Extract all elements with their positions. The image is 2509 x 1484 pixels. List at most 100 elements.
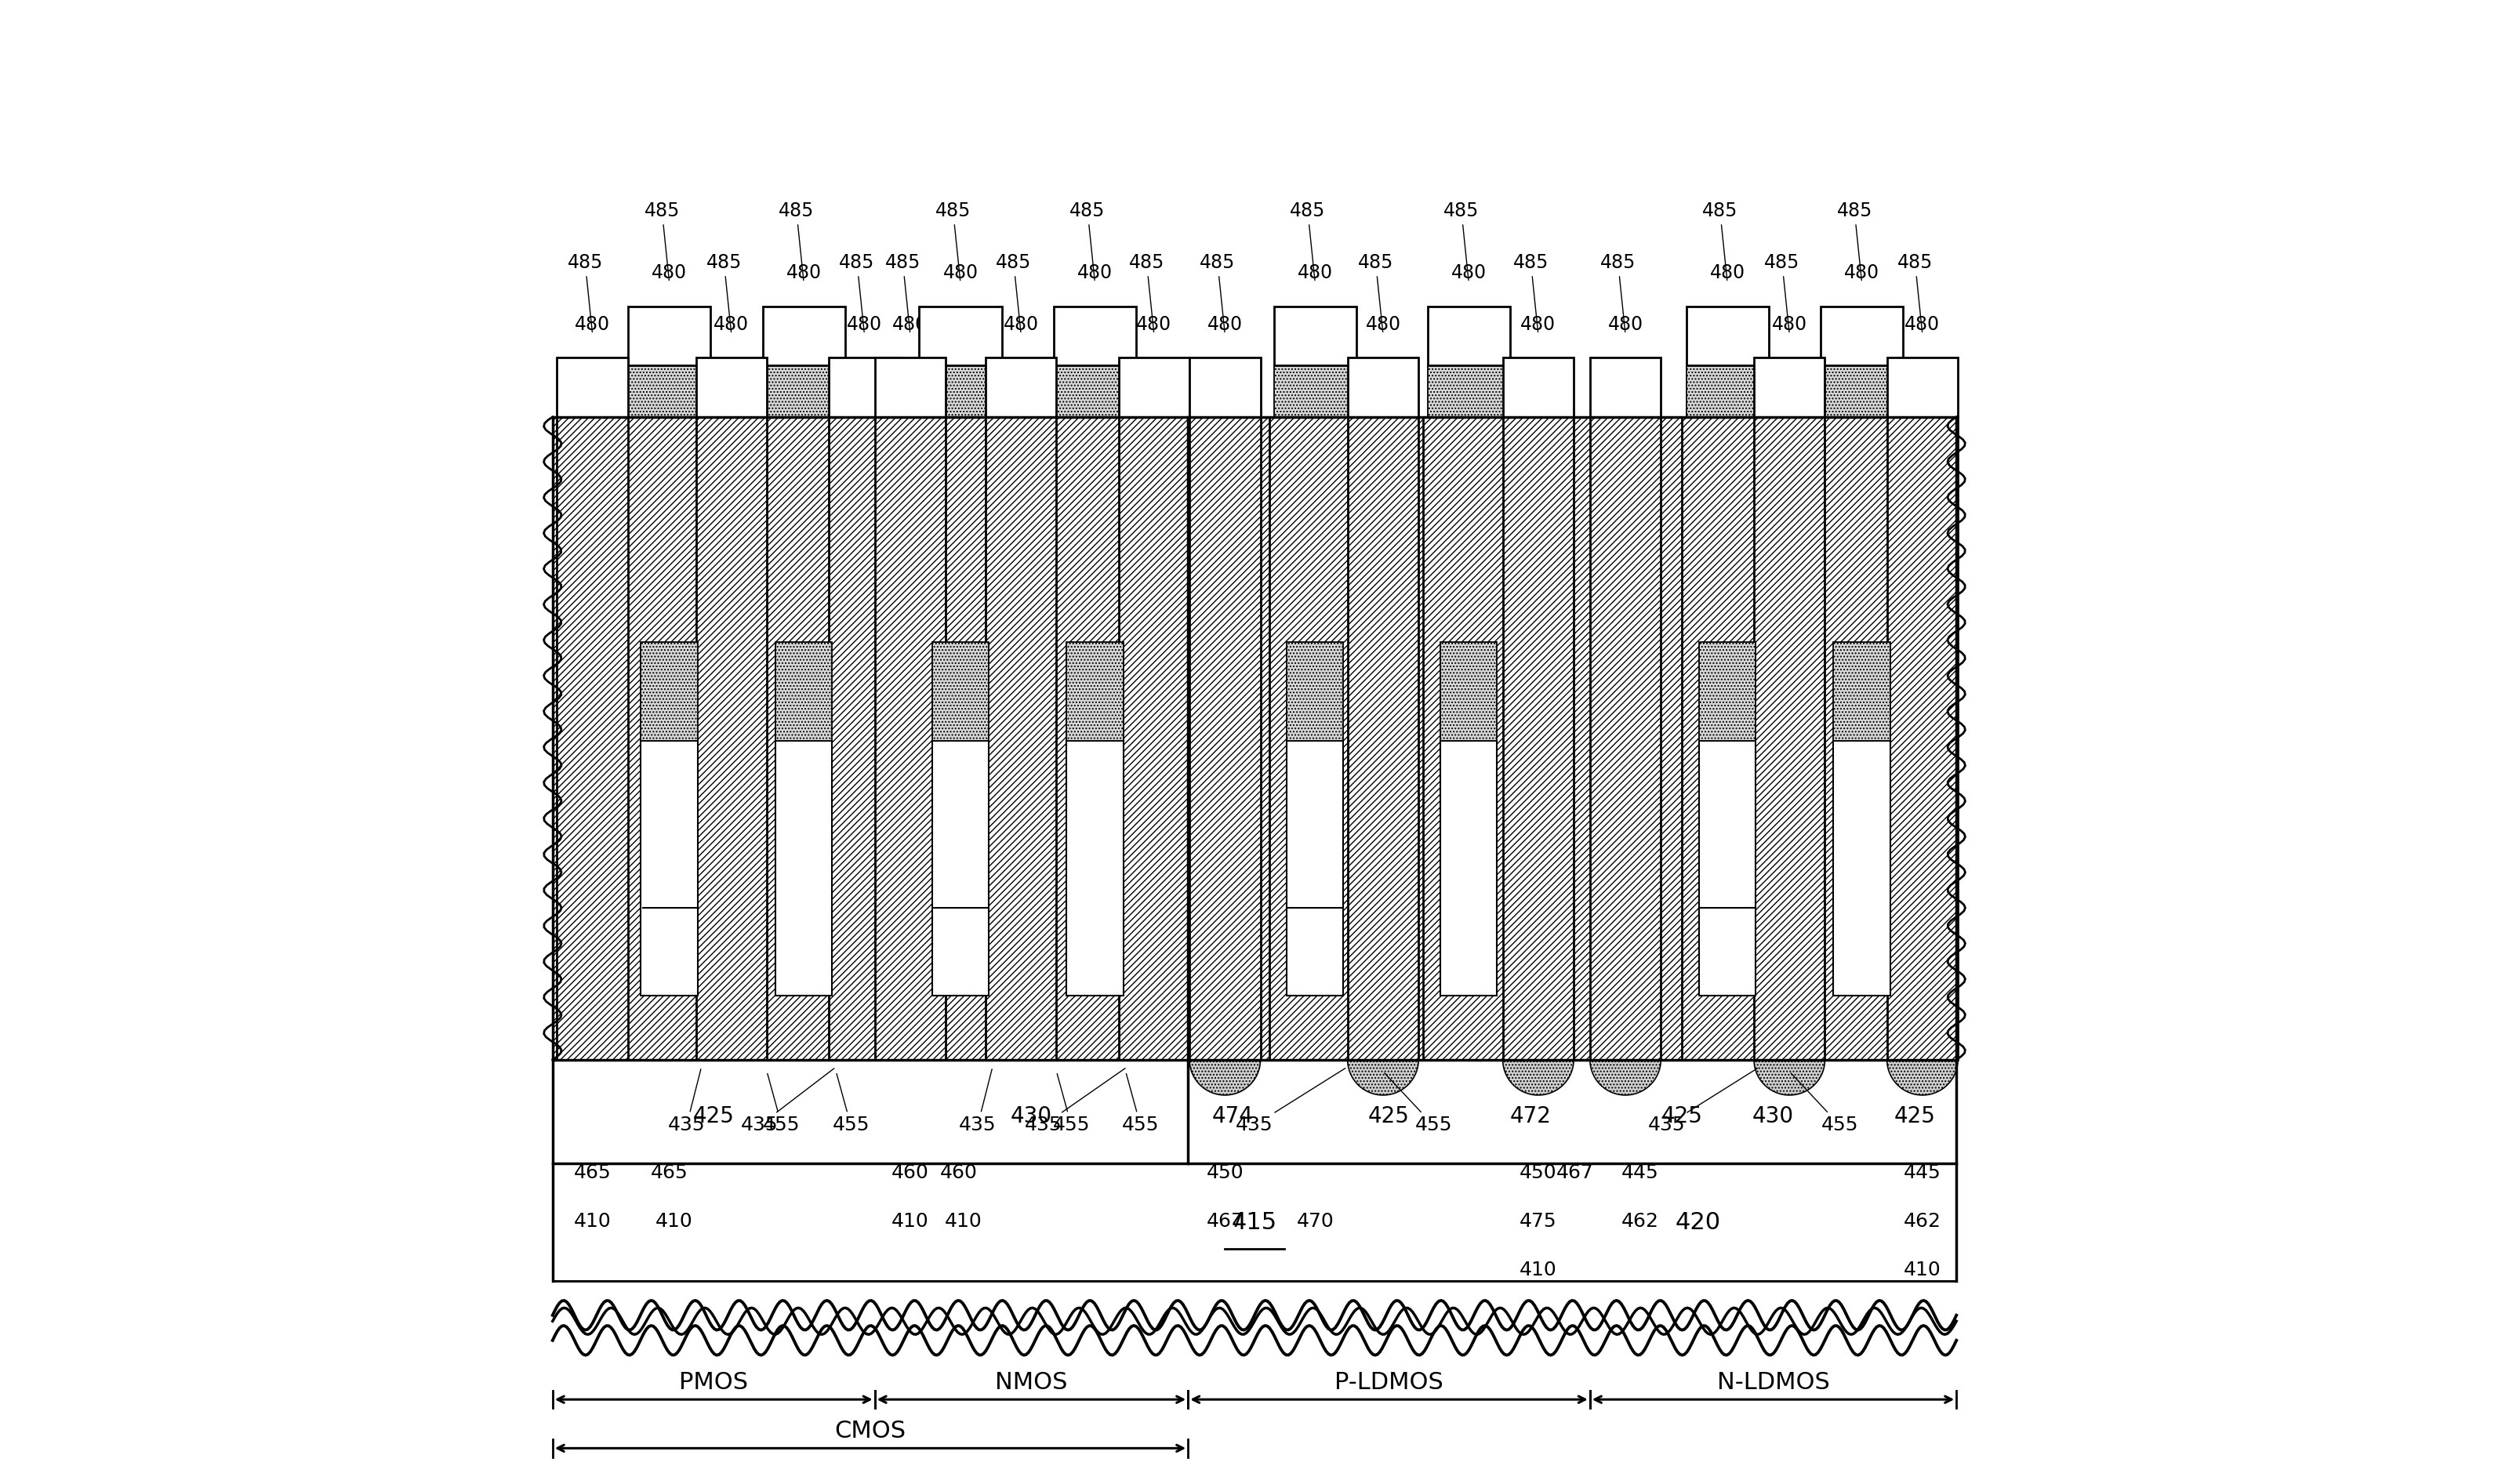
- Text: 425: 425: [1894, 1106, 1937, 1128]
- Bar: [1686, 306, 1769, 365]
- Text: 474: 474: [1212, 1106, 1252, 1128]
- Text: 480: 480: [1709, 264, 1746, 282]
- Text: 445: 445: [1621, 1163, 1658, 1181]
- Text: N-LDMOS: N-LDMOS: [1716, 1371, 1829, 1393]
- Bar: [1049, 417, 1142, 1060]
- Text: 485: 485: [1290, 202, 1325, 280]
- Text: 430: 430: [1011, 1106, 1051, 1128]
- Bar: [931, 741, 989, 996]
- Text: 455: 455: [833, 1073, 871, 1135]
- Bar: [1887, 358, 1957, 417]
- Text: 485: 485: [705, 254, 743, 332]
- Polygon shape: [1189, 1060, 1260, 1095]
- Text: 485: 485: [567, 254, 602, 332]
- Bar: [1119, 358, 1189, 417]
- Text: 440: 440: [1295, 870, 1335, 892]
- Text: 415: 415: [1232, 1211, 1277, 1233]
- Bar: [552, 1163, 1957, 1281]
- Text: 472: 472: [1510, 1106, 1551, 1128]
- Bar: [876, 417, 946, 1060]
- Polygon shape: [1119, 1060, 1189, 1095]
- Text: 455: 455: [1122, 1073, 1159, 1135]
- Bar: [1754, 358, 1824, 417]
- Polygon shape: [1887, 1060, 1957, 1095]
- Text: 480: 480: [1771, 316, 1806, 334]
- Text: 480: 480: [846, 316, 883, 334]
- Text: 485: 485: [1764, 254, 1799, 332]
- Bar: [986, 358, 1056, 417]
- Bar: [1119, 417, 1189, 1060]
- Polygon shape: [1503, 1060, 1573, 1095]
- Text: 410: 410: [575, 1212, 612, 1230]
- Bar: [828, 417, 901, 1060]
- Bar: [1503, 417, 1573, 1060]
- Bar: [1428, 365, 1510, 417]
- Bar: [557, 417, 627, 1060]
- Text: 425: 425: [1661, 1106, 1701, 1128]
- Text: 435: 435: [958, 1068, 996, 1135]
- Polygon shape: [876, 1060, 946, 1095]
- Polygon shape: [557, 1060, 627, 1095]
- Text: 435: 435: [1024, 1068, 1124, 1135]
- Text: NMOS: NMOS: [996, 1371, 1069, 1393]
- Text: 485: 485: [645, 202, 680, 280]
- Text: 450: 450: [1520, 1163, 1558, 1181]
- Text: 480: 480: [893, 316, 928, 334]
- Bar: [918, 306, 1001, 365]
- Bar: [1054, 365, 1137, 417]
- Text: 480: 480: [1608, 316, 1643, 334]
- Bar: [758, 417, 851, 1060]
- Text: 455: 455: [1791, 1073, 1859, 1135]
- Bar: [1822, 365, 1902, 417]
- Text: 480: 480: [1207, 316, 1242, 334]
- Text: 480: 480: [652, 264, 687, 282]
- Bar: [695, 358, 768, 417]
- Text: 485: 485: [1513, 254, 1548, 332]
- Bar: [1817, 417, 1907, 1060]
- Text: 485: 485: [936, 202, 971, 280]
- Bar: [1066, 643, 1124, 741]
- Bar: [1189, 417, 1260, 1060]
- Text: 480: 480: [1365, 316, 1400, 334]
- Text: 430: 430: [1751, 1106, 1794, 1128]
- Bar: [695, 417, 768, 1060]
- Polygon shape: [1591, 1060, 1661, 1095]
- Bar: [1066, 741, 1124, 996]
- Text: 480: 480: [1137, 316, 1172, 334]
- Bar: [625, 417, 715, 1060]
- Text: 435: 435: [1237, 1068, 1345, 1135]
- Text: 485: 485: [1199, 254, 1234, 332]
- Text: 410: 410: [946, 1212, 981, 1230]
- Text: 485: 485: [1601, 254, 1636, 332]
- Text: 480: 480: [575, 316, 610, 334]
- Bar: [876, 1060, 1187, 1141]
- Text: 480: 480: [943, 264, 979, 282]
- Text: 485: 485: [1357, 254, 1392, 332]
- Text: 485: 485: [1069, 202, 1106, 280]
- Polygon shape: [828, 1060, 901, 1095]
- Bar: [1834, 741, 1889, 996]
- Text: P-LDMOS: P-LDMOS: [1335, 1371, 1443, 1393]
- Bar: [1189, 358, 1260, 417]
- Text: CMOS: CMOS: [835, 1420, 906, 1442]
- Text: 410: 410: [1520, 1260, 1558, 1279]
- Text: 410: 410: [1904, 1260, 1942, 1279]
- Text: 480: 480: [1520, 316, 1556, 334]
- Bar: [552, 1060, 1957, 1281]
- Text: 435: 435: [1648, 1068, 1759, 1135]
- Text: 425: 425: [692, 1106, 735, 1128]
- Text: 455: 455: [763, 1073, 800, 1135]
- Bar: [1054, 306, 1137, 365]
- Text: 485: 485: [1897, 254, 1932, 332]
- Bar: [1834, 643, 1889, 741]
- Bar: [876, 358, 946, 417]
- Text: 480: 480: [1904, 316, 1939, 334]
- Polygon shape: [1754, 1060, 1824, 1095]
- Bar: [1681, 417, 1774, 1060]
- Bar: [1275, 365, 1357, 417]
- Text: 462: 462: [1621, 1212, 1658, 1230]
- Text: 420: 420: [1676, 1211, 1721, 1233]
- Text: 467: 467: [1556, 1163, 1593, 1181]
- Text: 465: 465: [575, 1163, 612, 1181]
- Bar: [1699, 741, 1756, 996]
